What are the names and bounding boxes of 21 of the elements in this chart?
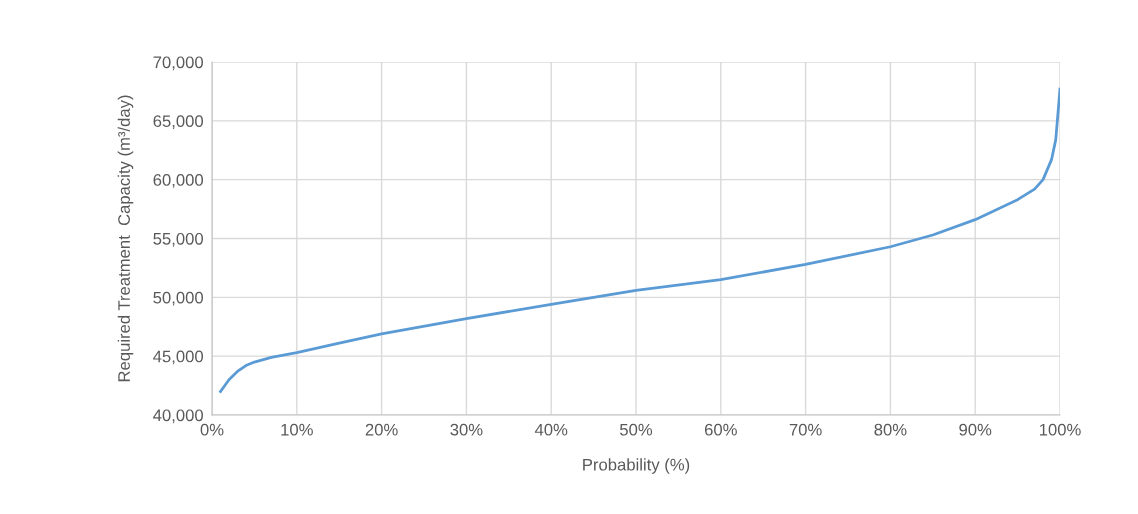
y-axis-title: Required Treatment Capacity (m³/day) bbox=[117, 95, 134, 382]
y-tick-label: 50,000 bbox=[153, 291, 204, 306]
x-tick-label: 100% bbox=[1039, 423, 1081, 436]
x-tick-label: 60% bbox=[704, 423, 737, 436]
y-tick-label: 40,000 bbox=[153, 409, 204, 424]
x-tick-label: 0% bbox=[200, 423, 224, 436]
line-series bbox=[219, 87, 1060, 393]
x-tick-label: 50% bbox=[619, 423, 653, 436]
x-axis-title: Probability (%) bbox=[583, 458, 690, 474]
x-tick-label: 40% bbox=[534, 423, 568, 436]
y-tick-label: 70,000 bbox=[153, 56, 204, 71]
y-tick-label: 65,000 bbox=[153, 115, 204, 130]
y-tick-label: 45,000 bbox=[153, 350, 204, 365]
x-tick-label: 20% bbox=[365, 423, 398, 436]
y-tick-label: 55,000 bbox=[153, 232, 204, 247]
x-tick-label: 30% bbox=[450, 423, 483, 436]
x-tick-label: 70% bbox=[789, 423, 822, 436]
y-tick-label: 60,000 bbox=[153, 174, 204, 188]
x-tick-label: 90% bbox=[959, 423, 992, 436]
x-tick-label: 80% bbox=[874, 423, 907, 436]
x-tick-label: 10% bbox=[281, 423, 313, 436]
